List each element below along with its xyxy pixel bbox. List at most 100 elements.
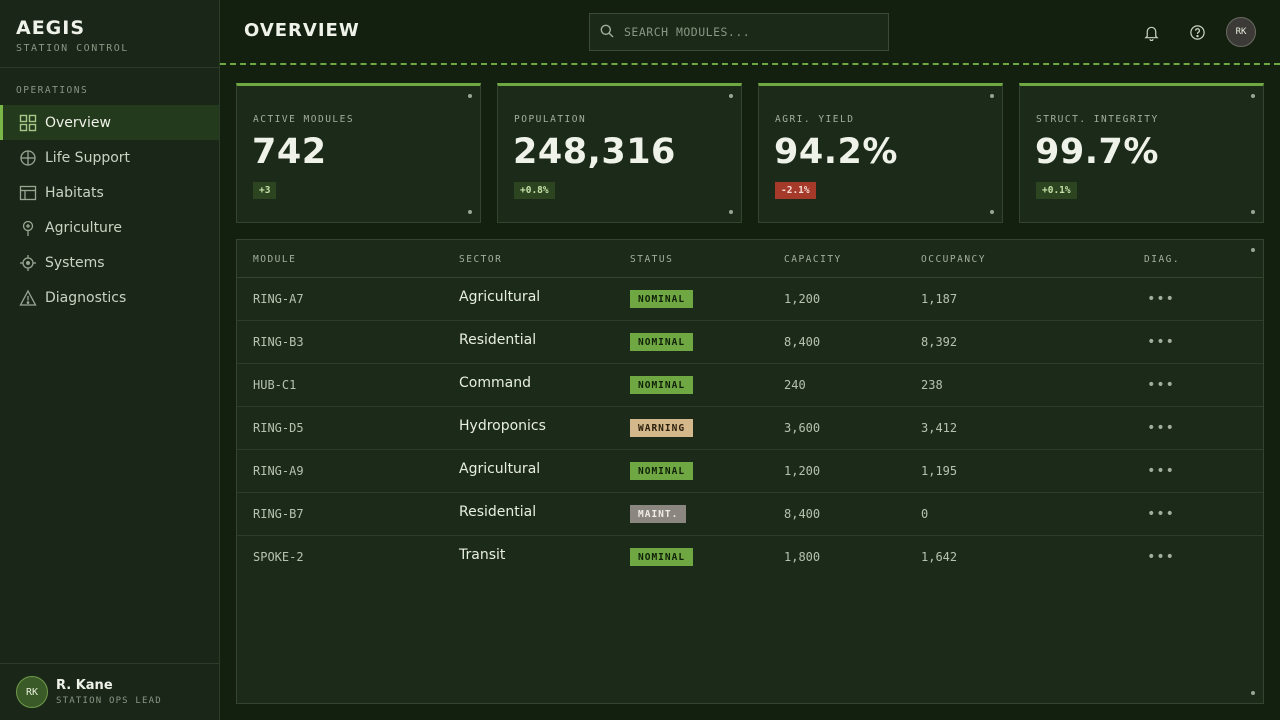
corner-dot xyxy=(468,210,472,214)
column-header-status[interactable]: STATUS xyxy=(630,254,674,265)
status-cell: NOMINAL xyxy=(630,278,694,320)
stat-value: 99.7% xyxy=(1035,132,1159,172)
header: OVERVIEW RK xyxy=(220,0,1280,64)
corner-dot xyxy=(990,210,994,214)
brand-subtitle: STATION CONTROL xyxy=(16,43,129,54)
sidebar: AEGIS STATION CONTROL OPERATIONS Overvie… xyxy=(0,0,220,720)
column-header-diag: DIAG. xyxy=(1144,254,1181,265)
sector-name: Hydroponics xyxy=(459,418,546,434)
sidebar-item-overview[interactable]: Overview xyxy=(0,105,219,140)
status-badge: NOMINAL xyxy=(630,462,694,480)
status-cell: NOMINAL xyxy=(630,364,694,406)
status-cell: MAINT. xyxy=(630,493,687,535)
crosshair-icon xyxy=(18,253,38,273)
stat-value: 94.2% xyxy=(774,132,898,172)
table-row[interactable]: HUB-C1 Command NOMINAL 240 238 ••• xyxy=(237,364,1263,407)
sector-name: Command xyxy=(459,375,531,391)
more-options-icon[interactable]: ••• xyxy=(1147,463,1175,479)
occupancy-value: 1,195 xyxy=(921,464,958,478)
module-id: RING-D5 xyxy=(253,421,304,435)
sidebar-item-label: Systems xyxy=(45,254,105,271)
column-header-sector[interactable]: SECTOR xyxy=(459,254,503,265)
capacity-value: 1,200 xyxy=(784,292,821,306)
stat-card-agri-yield: AGRI. YIELD 94.2% -2.1% xyxy=(758,83,1003,223)
user-name: R. Kane xyxy=(56,678,113,693)
help-icon[interactable] xyxy=(1187,22,1207,42)
corner-dot xyxy=(1251,210,1255,214)
status-cell: NOMINAL xyxy=(630,536,694,578)
module-id: HUB-C1 xyxy=(253,378,297,392)
globe-icon xyxy=(18,148,38,168)
sidebar-item-label: Diagnostics xyxy=(45,289,127,306)
sector-name: Residential xyxy=(459,504,537,520)
sector-name: Residential xyxy=(459,332,537,348)
sidebar-item-systems[interactable]: Systems xyxy=(0,245,219,280)
sidebar-item-life-support[interactable]: Life Support xyxy=(0,140,219,175)
stat-label: POPULATION xyxy=(514,114,587,125)
capacity-value: 3,600 xyxy=(784,421,821,435)
user-profile[interactable]: RK R. Kane STATION OPS LEAD xyxy=(0,663,219,720)
corner-dot xyxy=(1251,691,1255,695)
occupancy-value: 238 xyxy=(921,378,943,392)
sidebar-item-diagnostics[interactable]: Diagnostics xyxy=(0,280,219,315)
avatar: RK xyxy=(16,676,48,708)
status-cell: WARNING xyxy=(630,407,694,449)
occupancy-value: 8,392 xyxy=(921,335,958,349)
search-input[interactable] xyxy=(624,25,874,39)
table-row[interactable]: SPOKE-2 Transit NOMINAL 1,800 1,642 ••• xyxy=(237,536,1263,579)
status-badge: NOMINAL xyxy=(630,290,694,308)
stat-delta: +0.1% xyxy=(1036,182,1077,199)
corner-dot xyxy=(1251,248,1255,252)
stat-card-struct-integrity: STRUCT. INTEGRITY 99.7% +0.1% xyxy=(1019,83,1264,223)
column-header-module[interactable]: MODULE xyxy=(253,254,297,265)
more-options-icon[interactable]: ••• xyxy=(1147,506,1175,522)
stat-value: 742 xyxy=(252,132,327,172)
stat-card-population: POPULATION 248,316 +0.8% xyxy=(497,83,742,223)
table-row[interactable]: RING-A9 Agricultural NOMINAL 1,200 1,195 ••• xyxy=(237,450,1263,493)
more-options-icon[interactable]: ••• xyxy=(1147,291,1175,307)
module-id: RING-B3 xyxy=(253,335,304,349)
stat-label: AGRI. YIELD xyxy=(775,114,855,125)
table-row[interactable]: RING-D5 Hydroponics WARNING 3,600 3,412 ••• xyxy=(237,407,1263,450)
status-cell: NOMINAL xyxy=(630,321,694,363)
table-row[interactable]: RING-A7 Agricultural NOMINAL 1,200 1,187 ••• xyxy=(237,278,1263,321)
user-role: STATION OPS LEAD xyxy=(56,696,162,706)
table-header: MODULE SECTOR STATUS CAPACITY OCCUPANCY … xyxy=(237,240,1263,278)
avatar[interactable]: RK xyxy=(1226,17,1256,47)
capacity-value: 8,400 xyxy=(784,335,821,349)
table-row[interactable]: RING-B7 Residential MAINT. 8,400 0 ••• xyxy=(237,493,1263,536)
module-id: SPOKE-2 xyxy=(253,550,304,564)
corner-dot xyxy=(990,94,994,98)
more-options-icon[interactable]: ••• xyxy=(1147,549,1175,565)
sidebar-item-label: Overview xyxy=(45,114,111,131)
sidebar-item-habitats[interactable]: Habitats xyxy=(0,175,219,210)
brand-title: AEGIS xyxy=(16,17,86,39)
sprout-pin-icon xyxy=(18,218,38,238)
module-id: RING-A7 xyxy=(253,292,304,306)
bell-icon[interactable] xyxy=(1141,22,1161,42)
more-options-icon[interactable]: ••• xyxy=(1147,334,1175,350)
capacity-value: 8,400 xyxy=(784,507,821,521)
status-badge: NOMINAL xyxy=(630,376,694,394)
module-id: RING-A9 xyxy=(253,464,304,478)
column-header-occupancy[interactable]: OCCUPANCY xyxy=(921,254,986,265)
status-badge: NOMINAL xyxy=(630,333,694,351)
stat-label: STRUCT. INTEGRITY xyxy=(1036,114,1159,125)
capacity-value: 1,800 xyxy=(784,550,821,564)
search-icon xyxy=(600,23,614,42)
search-box[interactable] xyxy=(589,13,889,51)
sector-name: Agricultural xyxy=(459,461,541,477)
table-row[interactable]: RING-B3 Residential NOMINAL 8,400 8,392 ••• xyxy=(237,321,1263,364)
more-options-icon[interactable]: ••• xyxy=(1147,377,1175,393)
column-header-capacity[interactable]: CAPACITY xyxy=(784,254,842,265)
corner-dot xyxy=(468,94,472,98)
status-badge: MAINT. xyxy=(630,505,687,523)
layout-icon xyxy=(18,183,38,203)
sector-name: Agricultural xyxy=(459,289,541,305)
corner-dot xyxy=(729,210,733,214)
sidebar-item-label: Habitats xyxy=(45,184,104,201)
status-cell: NOMINAL xyxy=(630,450,694,492)
more-options-icon[interactable]: ••• xyxy=(1147,420,1175,436)
corner-dot xyxy=(729,94,733,98)
sidebar-item-agriculture[interactable]: Agriculture xyxy=(0,210,219,245)
